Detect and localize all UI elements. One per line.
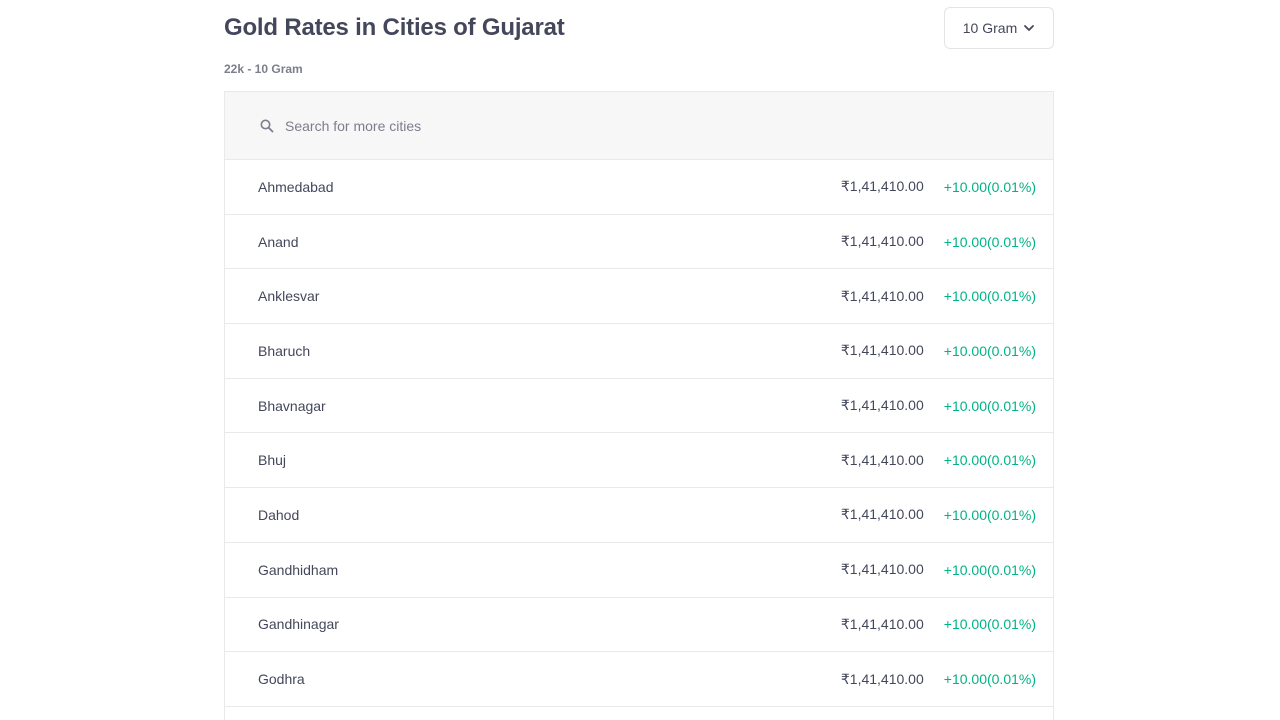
page-title: Gold Rates in Cities of Gujarat — [224, 14, 565, 41]
gold-price: ₹1,41,410.00 — [840, 342, 924, 359]
city-name[interactable]: Bhuj — [258, 452, 287, 469]
city-name[interactable]: Bharuch — [258, 342, 311, 359]
table-row[interactable]: Ahmedabad ₹1,41,410.00 +10.00(0.01%) — [225, 160, 1053, 215]
price-change: +10.00(0.01%) — [943, 233, 1036, 250]
table-row[interactable]: Gandhidham ₹1,41,410.00 +10.00(0.01%) — [225, 543, 1053, 598]
chevron-down-icon — [1023, 22, 1035, 34]
city-list: Ahmedabad ₹1,41,410.00 +10.00(0.01%) Anand ₹… — [225, 160, 1053, 707]
gold-price: ₹1,41,410.00 — [840, 233, 924, 250]
table-row[interactable]: Anklesvar ₹1,41,410.00 +10.00(0.01%) — [225, 269, 1053, 325]
table-row[interactable]: Bhavnagar ₹1,41,410.00 +10.00(0.01%) — [225, 379, 1053, 434]
price-change: +10.00(0.01%) — [943, 178, 1036, 195]
city-name[interactable]: Ahmedabad — [258, 178, 334, 195]
price-change: +10.00(0.01%) — [943, 342, 1036, 359]
search-bar — [225, 92, 1053, 160]
city-name[interactable]: Anklesvar — [258, 288, 320, 305]
city-rates-table: Ahmedabad ₹1,41,410.00 +10.00(0.01%) Anand ₹… — [224, 91, 1054, 720]
table-row[interactable]: Bharuch ₹1,41,410.00 +10.00(0.01%) — [225, 324, 1053, 379]
city-name[interactable]: Gandhidham — [258, 561, 339, 578]
gold-price: ₹1,41,410.00 — [840, 451, 924, 468]
unit-dropdown-label: 10 Gram — [962, 20, 1018, 36]
price-change: +10.00(0.01%) — [943, 288, 1036, 305]
city-name[interactable]: Bhavnagar — [258, 397, 326, 414]
city-name[interactable]: Anand — [258, 233, 299, 250]
price-change: +10.00(0.01%) — [943, 671, 1036, 688]
table-row[interactable]: Dahod ₹1,41,410.00 +10.00(0.01%) — [225, 488, 1053, 543]
search-icon — [259, 118, 275, 134]
search-input[interactable] — [285, 117, 785, 134]
page-header: Gold Rates in Cities of Gujarat 22k - 10… — [224, 0, 1054, 90]
gold-price: ₹1,41,410.00 — [840, 561, 924, 578]
table-row[interactable]: Gandhinagar ₹1,41,410.00 +10.00(0.01%) — [225, 598, 1053, 653]
gold-price: ₹1,41,410.00 — [840, 506, 924, 523]
gold-price: ₹1,41,410.00 — [840, 287, 924, 304]
table-row[interactable]: Anand ₹1,41,410.00 +10.00(0.01%) — [225, 215, 1053, 270]
unit-dropdown[interactable]: 10 Gram — [944, 7, 1054, 49]
city-name[interactable]: Godhra — [258, 671, 305, 688]
city-name[interactable]: Dahod — [258, 506, 300, 523]
city-name[interactable]: Gandhinagar — [258, 616, 339, 633]
table-row[interactable]: Godhra ₹1,41,410.00 +10.00(0.01%) — [225, 652, 1053, 707]
gold-price: ₹1,41,410.00 — [840, 615, 924, 632]
price-change: +10.00(0.01%) — [943, 506, 1036, 523]
page-subtitle: 22k - 10 Gram — [224, 62, 303, 76]
price-change: +10.00(0.01%) — [943, 616, 1036, 633]
price-change: +10.00(0.01%) — [943, 561, 1036, 578]
gold-price: ₹1,41,410.00 — [840, 397, 924, 414]
price-change: +10.00(0.01%) — [943, 452, 1036, 469]
gold-price: ₹1,41,410.00 — [840, 178, 924, 195]
price-change: +10.00(0.01%) — [943, 397, 1036, 414]
gold-price: ₹1,41,410.00 — [840, 670, 924, 687]
table-row[interactable]: Bhuj ₹1,41,410.00 +10.00(0.01%) — [225, 433, 1053, 489]
